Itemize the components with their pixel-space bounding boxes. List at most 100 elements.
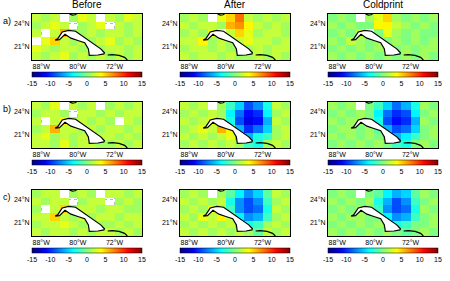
svg-text:15: 15 bbox=[434, 256, 442, 263]
svg-text:10: 10 bbox=[268, 256, 276, 263]
svg-text:5: 5 bbox=[251, 168, 255, 175]
svg-text:c): c) bbox=[3, 192, 11, 202]
svg-text:80°W: 80°W bbox=[217, 239, 235, 246]
svg-text:24°N: 24°N bbox=[162, 196, 178, 203]
svg-text:72°W: 72°W bbox=[106, 239, 124, 246]
svg-text:-10: -10 bbox=[341, 168, 351, 175]
svg-text:-5: -5 bbox=[362, 168, 368, 175]
svg-text:-5: -5 bbox=[66, 80, 72, 87]
svg-text:0: 0 bbox=[85, 256, 89, 263]
svg-text:24°N: 24°N bbox=[162, 20, 178, 27]
svg-text:-5: -5 bbox=[362, 256, 368, 263]
svg-text:-5: -5 bbox=[214, 256, 220, 263]
svg-text:24°N: 24°N bbox=[310, 108, 326, 115]
svg-text:88°W: 88°W bbox=[33, 151, 51, 158]
svg-text:88°W: 88°W bbox=[33, 239, 51, 246]
svg-text:72°W: 72°W bbox=[254, 63, 272, 70]
svg-text:80°W: 80°W bbox=[69, 63, 87, 70]
svg-text:-15: -15 bbox=[323, 256, 333, 263]
svg-text:10: 10 bbox=[120, 168, 128, 175]
svg-text:24°N: 24°N bbox=[14, 196, 30, 203]
svg-text:21°N: 21°N bbox=[162, 219, 178, 226]
svg-text:-5: -5 bbox=[66, 256, 72, 263]
svg-text:a): a) bbox=[3, 16, 11, 26]
svg-text:10: 10 bbox=[416, 80, 424, 87]
svg-text:b): b) bbox=[3, 104, 11, 114]
svg-text:24°N: 24°N bbox=[162, 108, 178, 115]
svg-text:-15: -15 bbox=[27, 256, 37, 263]
svg-text:80°W: 80°W bbox=[69, 239, 87, 246]
svg-text:0: 0 bbox=[233, 168, 237, 175]
svg-text:21°N: 21°N bbox=[14, 131, 30, 138]
svg-text:80°W: 80°W bbox=[217, 63, 235, 70]
svg-text:24°N: 24°N bbox=[14, 108, 30, 115]
svg-text:21°N: 21°N bbox=[14, 219, 30, 226]
svg-text:21°N: 21°N bbox=[162, 131, 178, 138]
svg-text:72°W: 72°W bbox=[106, 151, 124, 158]
svg-text:24°N: 24°N bbox=[310, 20, 326, 27]
svg-text:5: 5 bbox=[103, 168, 107, 175]
svg-text:0: 0 bbox=[85, 80, 89, 87]
svg-text:10: 10 bbox=[416, 168, 424, 175]
svg-text:10: 10 bbox=[120, 80, 128, 87]
svg-text:80°W: 80°W bbox=[365, 239, 383, 246]
svg-text:0: 0 bbox=[381, 80, 385, 87]
svg-text:10: 10 bbox=[120, 256, 128, 263]
svg-text:72°W: 72°W bbox=[402, 151, 420, 158]
svg-text:5: 5 bbox=[103, 80, 107, 87]
svg-text:-5: -5 bbox=[214, 80, 220, 87]
svg-text:-10: -10 bbox=[45, 80, 55, 87]
svg-text:-15: -15 bbox=[175, 256, 185, 263]
svg-text:15: 15 bbox=[138, 80, 146, 87]
svg-text:10: 10 bbox=[268, 168, 276, 175]
svg-text:-5: -5 bbox=[66, 168, 72, 175]
svg-text:72°W: 72°W bbox=[402, 239, 420, 246]
svg-text:72°W: 72°W bbox=[402, 63, 420, 70]
svg-text:80°W: 80°W bbox=[69, 151, 87, 158]
svg-text:-15: -15 bbox=[175, 168, 185, 175]
svg-text:-5: -5 bbox=[362, 80, 368, 87]
svg-text:5: 5 bbox=[399, 256, 403, 263]
svg-text:15: 15 bbox=[138, 168, 146, 175]
svg-text:80°W: 80°W bbox=[217, 151, 235, 158]
svg-text:-5: -5 bbox=[214, 168, 220, 175]
svg-text:10: 10 bbox=[268, 80, 276, 87]
svg-text:0: 0 bbox=[85, 168, 89, 175]
svg-text:5: 5 bbox=[251, 80, 255, 87]
svg-text:Before: Before bbox=[72, 0, 102, 10]
svg-text:-15: -15 bbox=[27, 80, 37, 87]
svg-text:88°W: 88°W bbox=[181, 239, 199, 246]
svg-text:88°W: 88°W bbox=[329, 239, 347, 246]
svg-text:0: 0 bbox=[381, 256, 385, 263]
svg-text:-10: -10 bbox=[193, 80, 203, 87]
svg-text:10: 10 bbox=[416, 256, 424, 263]
svg-text:-10: -10 bbox=[341, 80, 351, 87]
svg-text:-10: -10 bbox=[45, 256, 55, 263]
svg-text:-15: -15 bbox=[323, 168, 333, 175]
svg-text:15: 15 bbox=[434, 80, 442, 87]
svg-text:After: After bbox=[224, 0, 246, 10]
svg-text:88°W: 88°W bbox=[181, 63, 199, 70]
svg-text:-15: -15 bbox=[27, 168, 37, 175]
svg-text:15: 15 bbox=[286, 168, 294, 175]
svg-text:5: 5 bbox=[399, 168, 403, 175]
svg-text:-10: -10 bbox=[193, 168, 203, 175]
svg-text:5: 5 bbox=[399, 80, 403, 87]
svg-text:15: 15 bbox=[286, 80, 294, 87]
svg-text:5: 5 bbox=[103, 256, 107, 263]
svg-text:88°W: 88°W bbox=[329, 151, 347, 158]
svg-text:72°W: 72°W bbox=[254, 239, 272, 246]
svg-text:21°N: 21°N bbox=[162, 43, 178, 50]
svg-text:80°W: 80°W bbox=[365, 63, 383, 70]
svg-text:80°W: 80°W bbox=[365, 151, 383, 158]
svg-text:5: 5 bbox=[251, 256, 255, 263]
svg-text:Coldprint: Coldprint bbox=[363, 0, 403, 10]
svg-text:88°W: 88°W bbox=[181, 151, 199, 158]
svg-text:72°W: 72°W bbox=[254, 151, 272, 158]
svg-text:-10: -10 bbox=[193, 256, 203, 263]
svg-text:21°N: 21°N bbox=[310, 43, 326, 50]
svg-text:0: 0 bbox=[233, 80, 237, 87]
svg-text:0: 0 bbox=[381, 168, 385, 175]
svg-text:24°N: 24°N bbox=[14, 20, 30, 27]
svg-text:15: 15 bbox=[434, 168, 442, 175]
